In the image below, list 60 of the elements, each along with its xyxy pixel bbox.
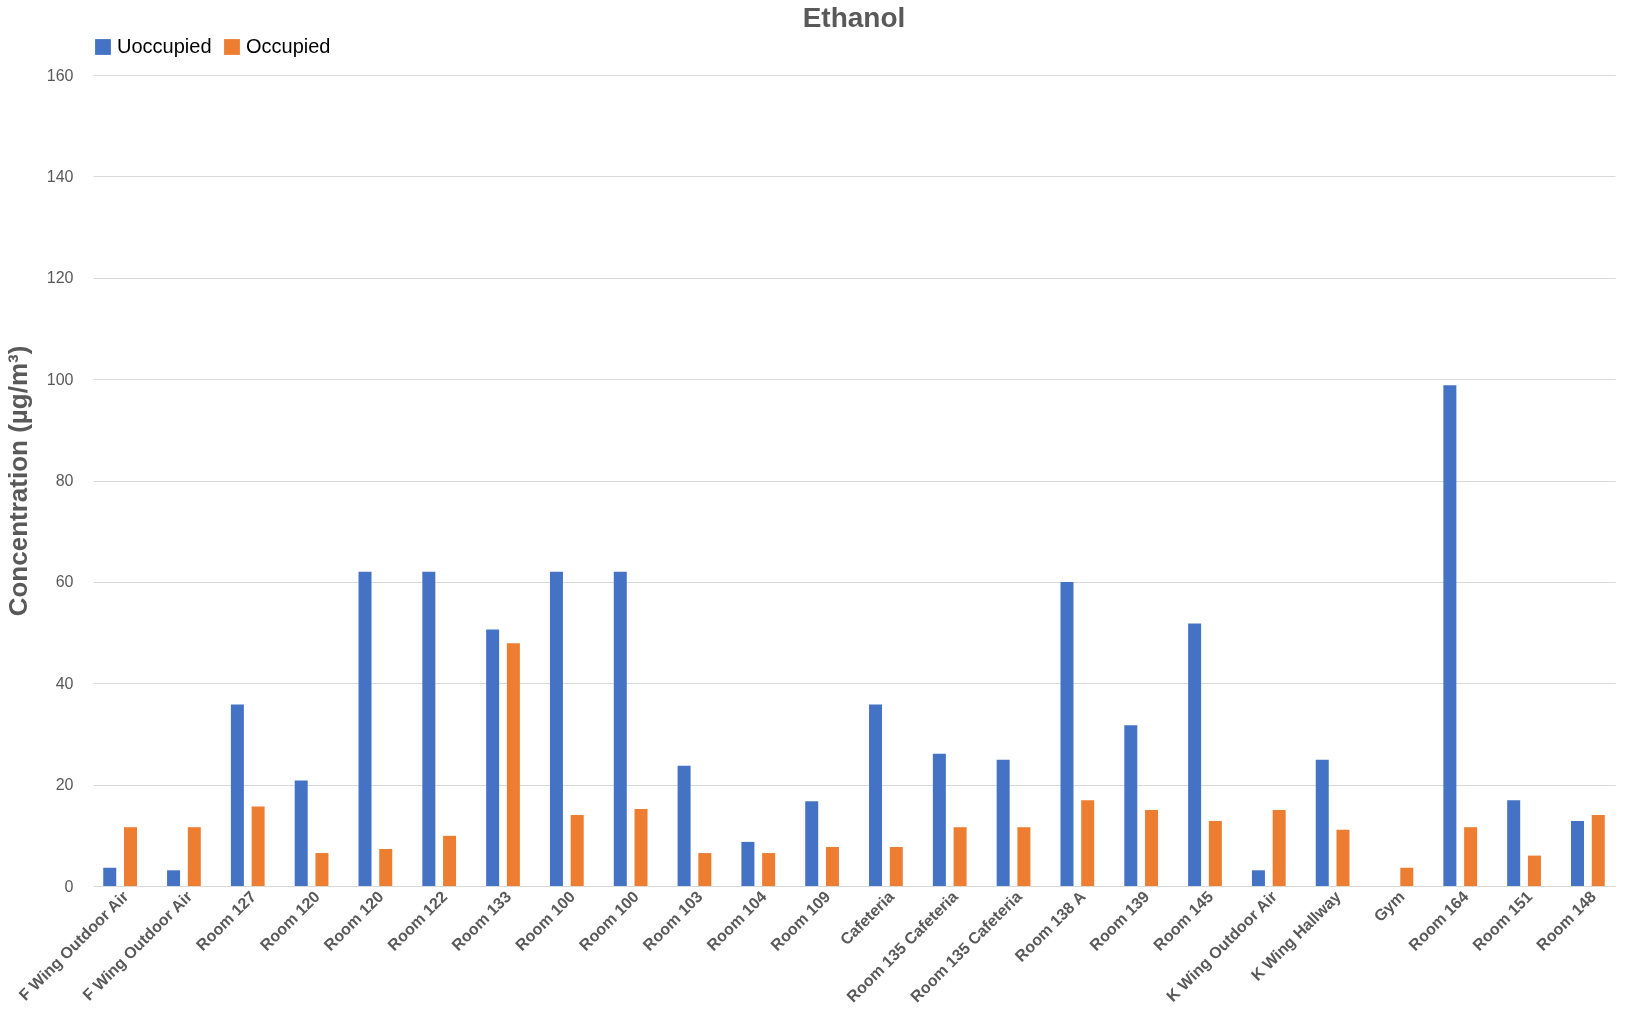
y-tick-label: 80: [55, 472, 74, 489]
bar: [741, 841, 755, 886]
bar: [1336, 829, 1350, 886]
bar: [1188, 623, 1202, 886]
bar: [932, 753, 946, 886]
bar: [549, 571, 563, 886]
bar: [570, 815, 584, 886]
bar: [1591, 815, 1605, 886]
bar: [443, 835, 457, 886]
bar: [762, 853, 776, 886]
bar: [103, 867, 117, 886]
bar: [294, 780, 308, 886]
bar: [251, 806, 265, 886]
bar: [869, 704, 883, 886]
bar: [1400, 867, 1414, 886]
bar: [486, 629, 500, 886]
bar: [613, 571, 627, 886]
y-tick-label: 160: [46, 66, 74, 84]
y-axis-title: Concentration (µg/m³): [2, 345, 33, 617]
bar: [1443, 385, 1457, 886]
legend-label: Uoccupied: [117, 35, 212, 57]
bar: [889, 846, 903, 886]
bar: [953, 827, 967, 886]
bar: [422, 571, 436, 886]
bar: [167, 870, 181, 886]
bar: [1208, 821, 1222, 886]
bar: [123, 827, 137, 886]
bar: [996, 759, 1010, 886]
bar: [358, 571, 372, 886]
bar: [187, 827, 201, 886]
bar: [825, 846, 839, 886]
bar: [1251, 870, 1265, 886]
bar: [379, 849, 393, 886]
y-tick-label: 120: [46, 269, 74, 287]
y-tick-label: 40: [55, 674, 74, 692]
bar: [1527, 855, 1541, 886]
bar: [1315, 759, 1329, 886]
bar: [677, 765, 691, 886]
bar: [1272, 809, 1286, 886]
bar: [1145, 809, 1159, 886]
bar: [1060, 581, 1074, 886]
bar: [1081, 800, 1095, 886]
bar: [1571, 821, 1585, 886]
bar: [506, 643, 520, 886]
y-tick-label: 100: [46, 370, 74, 388]
bar: [230, 704, 244, 886]
y-tick-label: 140: [46, 167, 74, 185]
bar: [1464, 827, 1478, 886]
y-tick-label: 0: [64, 877, 74, 895]
chart-title: Ethanol: [802, 2, 906, 33]
bar: [1507, 800, 1521, 886]
bar: [315, 853, 329, 886]
bar: [698, 853, 712, 886]
y-tick-label: 60: [55, 573, 74, 591]
bar: [634, 808, 648, 886]
bar: [1124, 725, 1138, 886]
bar: [1017, 827, 1031, 886]
y-tick-label: 20: [55, 776, 74, 794]
legend-label: Occupied: [246, 35, 331, 57]
bar: [805, 801, 819, 886]
